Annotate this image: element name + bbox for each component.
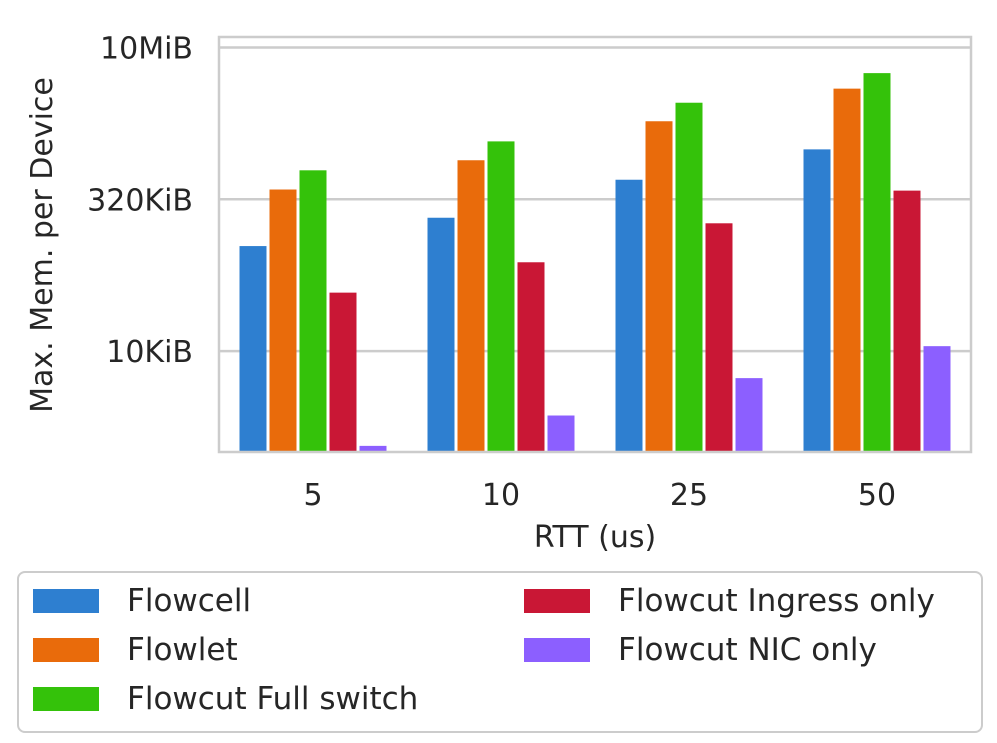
x-tick-labels: 5 10 25 50: [303, 478, 896, 513]
legend-label-flowcut-nic-only: Flowcut NIC only: [618, 632, 877, 668]
legend-swatch-flowcut-full-switch: [33, 687, 99, 711]
legend-label-flowcell: Flowcell: [127, 583, 252, 619]
bar-flowcut-ingress-only-rtt-10: [517, 262, 545, 452]
bar-flowcut-full-switch-rtt-50: [863, 73, 891, 453]
bar-flowcut-ingress-only-rtt-50: [893, 190, 921, 452]
bar-flowcell-rtt-5: [239, 246, 267, 452]
legend-item-flowcut-nic-only: Flowcut NIC only: [524, 628, 877, 672]
bar-flowcut-nic-only-rtt-50: [923, 346, 951, 452]
y-tick-labels: 10KiB 320KiB 10MiB: [87, 31, 193, 370]
bar-flowcell-rtt-50: [803, 149, 831, 452]
bar-flowlet-rtt-25: [645, 121, 673, 452]
legend-label-flowcut-full-switch: Flowcut Full switch: [127, 681, 419, 717]
bar-flowlet-rtt-50: [833, 88, 861, 453]
bar-flowlet-rtt-5: [269, 189, 297, 452]
legend-item-flowcell: Flowcell: [33, 579, 251, 623]
x-axis-label: RTT (us): [534, 520, 656, 555]
bar-flowlet-rtt-10: [457, 160, 485, 452]
y-tick-label-10kib: 10KiB: [106, 335, 193, 370]
legend-swatch-flowcut-ingress-only: [524, 589, 590, 613]
y-axis-label: Max. Mem. per Device: [25, 77, 60, 413]
y-tick-label-320kib: 320KiB: [87, 183, 193, 218]
legend-label-flowcut-ingress-only: Flowcut Ingress only: [618, 583, 935, 619]
bar-flowcell-rtt-25: [615, 179, 643, 452]
bar-flowcut-nic-only-rtt-5: [359, 445, 387, 452]
x-tick-label-5: 5: [303, 478, 322, 513]
legend-label-flowlet: Flowlet: [127, 632, 238, 668]
bar-flowcut-full-switch-rtt-5: [299, 170, 327, 452]
legend-swatch-flowlet: [33, 638, 99, 662]
x-tick-label-10: 10: [482, 478, 520, 513]
x-tick-label-50: 50: [858, 478, 896, 513]
plot-frame: [217, 35, 973, 454]
bar-flowcut-ingress-only-rtt-5: [329, 292, 357, 452]
legend-item-flowcut-full-switch: Flowcut Full switch: [33, 677, 418, 721]
y-tick-label-10mib: 10MiB: [100, 31, 193, 66]
legend-item-flowcut-ingress-only: Flowcut Ingress only: [524, 579, 935, 623]
bar-flowcut-nic-only-rtt-25: [735, 378, 763, 452]
bar-flowcut-full-switch-rtt-25: [675, 102, 703, 452]
bars: [239, 73, 951, 453]
bar-flowcell-rtt-10: [427, 217, 455, 452]
legend: Flowcell Flowcut Ingress only Flowlet Fl…: [17, 571, 983, 733]
bar-flowcut-nic-only-rtt-10: [547, 415, 575, 452]
bar-flowcut-full-switch-rtt-10: [487, 141, 515, 453]
legend-swatch-flowcell: [33, 589, 99, 613]
bar-flowcut-ingress-only-rtt-25: [705, 223, 733, 452]
x-tick-label-25: 25: [670, 478, 708, 513]
bar-chart: 10KiB 320KiB 10MiB 5 10 25 50 RTT (us) Max. M…: [25, 31, 973, 555]
legend-swatch-flowcut-nic-only: [524, 638, 590, 662]
legend-item-flowlet: Flowlet: [33, 628, 238, 672]
